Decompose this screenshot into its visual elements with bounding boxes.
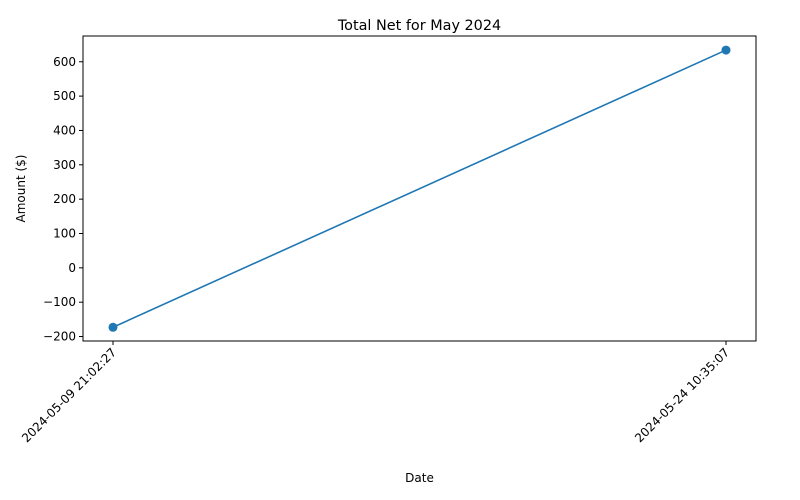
y-tick-label: 0 — [68, 261, 76, 275]
y-axis-label: Amount ($) — [14, 155, 28, 223]
x-axis-ticks: 2024-05-09 21:02:27 2024-05-24 10:35:07 — [19, 341, 732, 445]
axes-frame — [82, 35, 757, 342]
y-tick-label: 500 — [53, 89, 76, 103]
data-point — [108, 322, 118, 332]
x-tick-label: 2024-05-24 10:35:07 — [632, 345, 732, 445]
plot-series — [108, 45, 731, 332]
series-line — [112, 49, 727, 328]
y-tick-label: −100 — [43, 295, 76, 309]
data-point — [721, 45, 731, 55]
x-axis-label: Date — [405, 471, 434, 485]
chart-title: Total Net for May 2024 — [337, 18, 501, 34]
y-tick-label: 300 — [53, 158, 76, 172]
y-tick-label: 400 — [53, 123, 76, 137]
x-tick-label: 2024-05-09 21:02:27 — [19, 345, 119, 445]
y-tick-label: 100 — [53, 226, 76, 240]
y-tick-label: −200 — [43, 330, 76, 344]
y-tick-label: 200 — [53, 192, 76, 206]
y-axis-ticks: −200 −100 0 100 200 300 400 500 600 — [43, 55, 83, 344]
y-tick-label: 600 — [53, 55, 76, 69]
